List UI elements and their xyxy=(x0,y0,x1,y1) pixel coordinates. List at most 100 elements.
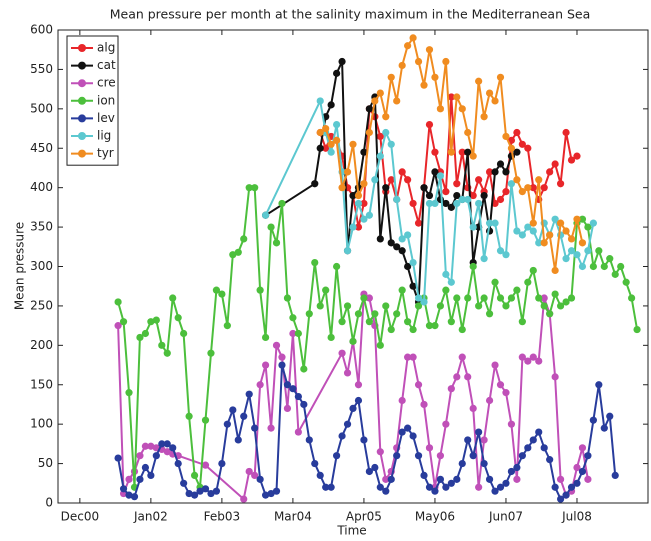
data-point xyxy=(414,302,423,310)
data-point xyxy=(529,353,537,361)
data-point xyxy=(551,373,559,381)
data-point xyxy=(491,278,499,286)
data-point xyxy=(436,105,445,113)
data-point xyxy=(152,452,160,460)
data-point xyxy=(294,392,302,401)
x-tick-label: Dec00 xyxy=(61,510,100,524)
data-point xyxy=(387,140,395,148)
data-point xyxy=(431,199,439,208)
y-tick-label: 50 xyxy=(38,456,53,470)
data-point xyxy=(371,310,379,318)
data-point xyxy=(469,152,477,160)
data-point xyxy=(529,219,537,227)
data-point xyxy=(245,390,253,398)
y-tick-label: 250 xyxy=(30,298,53,312)
data-point xyxy=(431,73,439,81)
data-point xyxy=(414,452,423,460)
data-point xyxy=(573,215,581,223)
data-point xyxy=(507,180,516,188)
data-point xyxy=(404,231,412,239)
data-point xyxy=(420,471,428,480)
data-point xyxy=(540,239,548,247)
data-point xyxy=(251,424,259,432)
data-point xyxy=(305,436,313,444)
data-point xyxy=(600,262,608,271)
data-point xyxy=(163,349,171,357)
data-point xyxy=(584,475,592,483)
data-point xyxy=(382,302,390,310)
data-point xyxy=(507,144,516,152)
data-point xyxy=(518,318,526,326)
data-point xyxy=(431,148,439,156)
data-point xyxy=(185,412,193,420)
data-point xyxy=(524,444,532,452)
data-point xyxy=(584,452,592,460)
legend: alg cat cre ion lev lig tyr xyxy=(66,35,119,166)
data-point xyxy=(316,471,324,480)
data-point xyxy=(562,255,570,263)
data-point xyxy=(218,290,226,298)
data-point xyxy=(447,278,455,286)
data-point xyxy=(524,278,532,286)
data-point xyxy=(453,93,461,101)
data-point xyxy=(207,489,215,498)
data-point xyxy=(518,188,526,196)
data-point xyxy=(529,266,537,275)
data-point xyxy=(540,444,548,452)
data-point xyxy=(360,180,368,188)
data-point xyxy=(278,199,286,208)
data-point xyxy=(442,420,450,428)
data-point xyxy=(136,452,144,460)
chart-title: Mean pressure per month at the salinity … xyxy=(110,7,591,22)
data-point xyxy=(152,316,160,324)
y-tick-label: 400 xyxy=(30,180,53,194)
data-point xyxy=(322,144,330,152)
data-point xyxy=(507,420,516,428)
data-point xyxy=(229,406,237,414)
data-point xyxy=(245,467,253,476)
data-point xyxy=(556,219,565,227)
data-point xyxy=(475,428,483,436)
data-point xyxy=(425,191,434,200)
x-tick-label: Jan02 xyxy=(133,510,168,524)
data-point xyxy=(371,463,379,472)
data-point xyxy=(223,420,231,428)
data-point xyxy=(305,310,313,318)
data-point xyxy=(169,444,177,452)
data-point xyxy=(376,152,384,160)
data-point xyxy=(272,487,281,495)
data-point xyxy=(125,389,133,397)
data-point xyxy=(387,475,395,483)
data-point xyxy=(125,475,133,483)
data-point xyxy=(338,432,346,440)
data-point xyxy=(485,475,494,483)
y-tick-label: 350 xyxy=(30,220,53,234)
data-point xyxy=(436,452,445,460)
data-point xyxy=(491,361,499,369)
data-point xyxy=(158,440,166,448)
data-point xyxy=(546,168,554,176)
data-point xyxy=(376,341,384,349)
data-point xyxy=(240,495,248,503)
data-point xyxy=(409,34,417,42)
data-point xyxy=(349,140,357,148)
data-point xyxy=(333,452,341,460)
data-point xyxy=(409,325,417,334)
data-point xyxy=(485,168,494,176)
data-point xyxy=(529,227,537,235)
data-point xyxy=(595,381,603,389)
data-point xyxy=(365,211,373,219)
x-tick-label: Feb03 xyxy=(204,510,241,524)
data-point xyxy=(496,160,505,168)
data-point xyxy=(551,266,559,275)
data-point xyxy=(600,424,608,432)
data-point xyxy=(496,381,505,389)
data-point xyxy=(458,195,466,204)
legend-marker xyxy=(78,61,86,70)
legend-marker xyxy=(78,96,86,105)
data-point xyxy=(442,286,450,294)
data-point xyxy=(360,436,368,444)
data-point xyxy=(190,491,199,499)
data-point xyxy=(393,243,401,251)
data-point xyxy=(218,459,226,468)
